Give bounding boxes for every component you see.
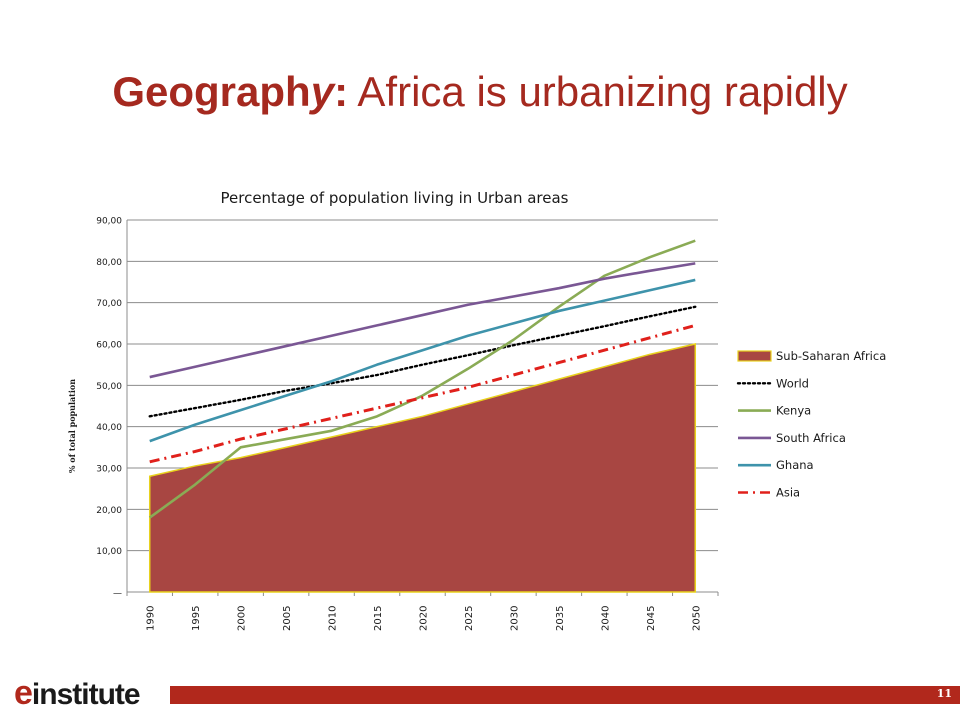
title-keyword-em: y: [310, 68, 335, 115]
y-tick-label: —: [113, 589, 122, 599]
x-tick-label: 2025: [464, 606, 475, 631]
legend-swatch-sub-saharan-africa: [737, 350, 772, 362]
x-tick-label: 2035: [555, 606, 566, 631]
x-tick-label: 1995: [191, 606, 202, 631]
logo-text: institute: [31, 678, 141, 711]
logo-prefix: e: [14, 674, 33, 712]
x-tick-label: 2050: [691, 606, 702, 631]
y-tick-label: 20,00: [96, 506, 122, 516]
y-tick-label: 50,00: [96, 382, 122, 392]
title-keyword: Geography:: [112, 68, 348, 115]
page-number: 11: [936, 687, 952, 700]
footer-bar: 11: [170, 686, 960, 704]
x-tick-label: 2020: [419, 606, 430, 631]
chart-title: Percentage of population living in Urban…: [221, 189, 569, 207]
y-axis-label: % of total population: [67, 379, 77, 473]
y-tick-label: 10,00: [96, 547, 122, 557]
legend-label-asia: Asia: [776, 486, 800, 500]
x-tick-label: 2040: [600, 606, 611, 631]
title-keyword-pre: Geograph: [112, 68, 311, 115]
line-series-kenya: [148, 239, 696, 519]
slide-title: Geography: Africa is urbanizing rapidly: [0, 68, 960, 116]
line-series-world: [148, 305, 697, 418]
area-series-sub-saharan-africa: [148, 343, 697, 593]
y-tick-label: 30,00: [96, 465, 122, 475]
y-tick-label: 70,00: [96, 299, 122, 309]
title-rest: Africa is urbanizing rapidly: [348, 68, 848, 115]
x-tick-label: 2000: [237, 606, 248, 631]
y-tick-label: 90,00: [96, 217, 122, 227]
x-tick-label: 2045: [646, 606, 657, 631]
legend-label-world: World: [776, 376, 809, 390]
y-tick-label: 80,00: [96, 258, 122, 268]
x-tick-label: 2015: [373, 606, 384, 631]
legend-label-ghana: Ghana: [776, 458, 814, 472]
line-series-asia: [149, 323, 696, 464]
legend-label-kenya: Kenya: [776, 404, 811, 418]
line-series-ghana: [149, 278, 696, 443]
title-colon: :: [334, 68, 349, 115]
einstitute-logo: einstitute: [14, 674, 141, 712]
y-tick-label: 60,00: [96, 341, 122, 351]
legend-label-sub-saharan-africa: Sub-Saharan Africa: [776, 349, 886, 363]
line-series-south-africa: [149, 262, 696, 379]
x-tick-label: 1990: [146, 606, 157, 631]
x-tick-label: 2030: [509, 606, 520, 631]
legend-label-south-africa: South Africa: [776, 431, 846, 445]
x-tick-label: 2005: [282, 606, 293, 631]
y-tick-label: 40,00: [96, 423, 122, 433]
x-tick-label: 2010: [328, 606, 339, 631]
